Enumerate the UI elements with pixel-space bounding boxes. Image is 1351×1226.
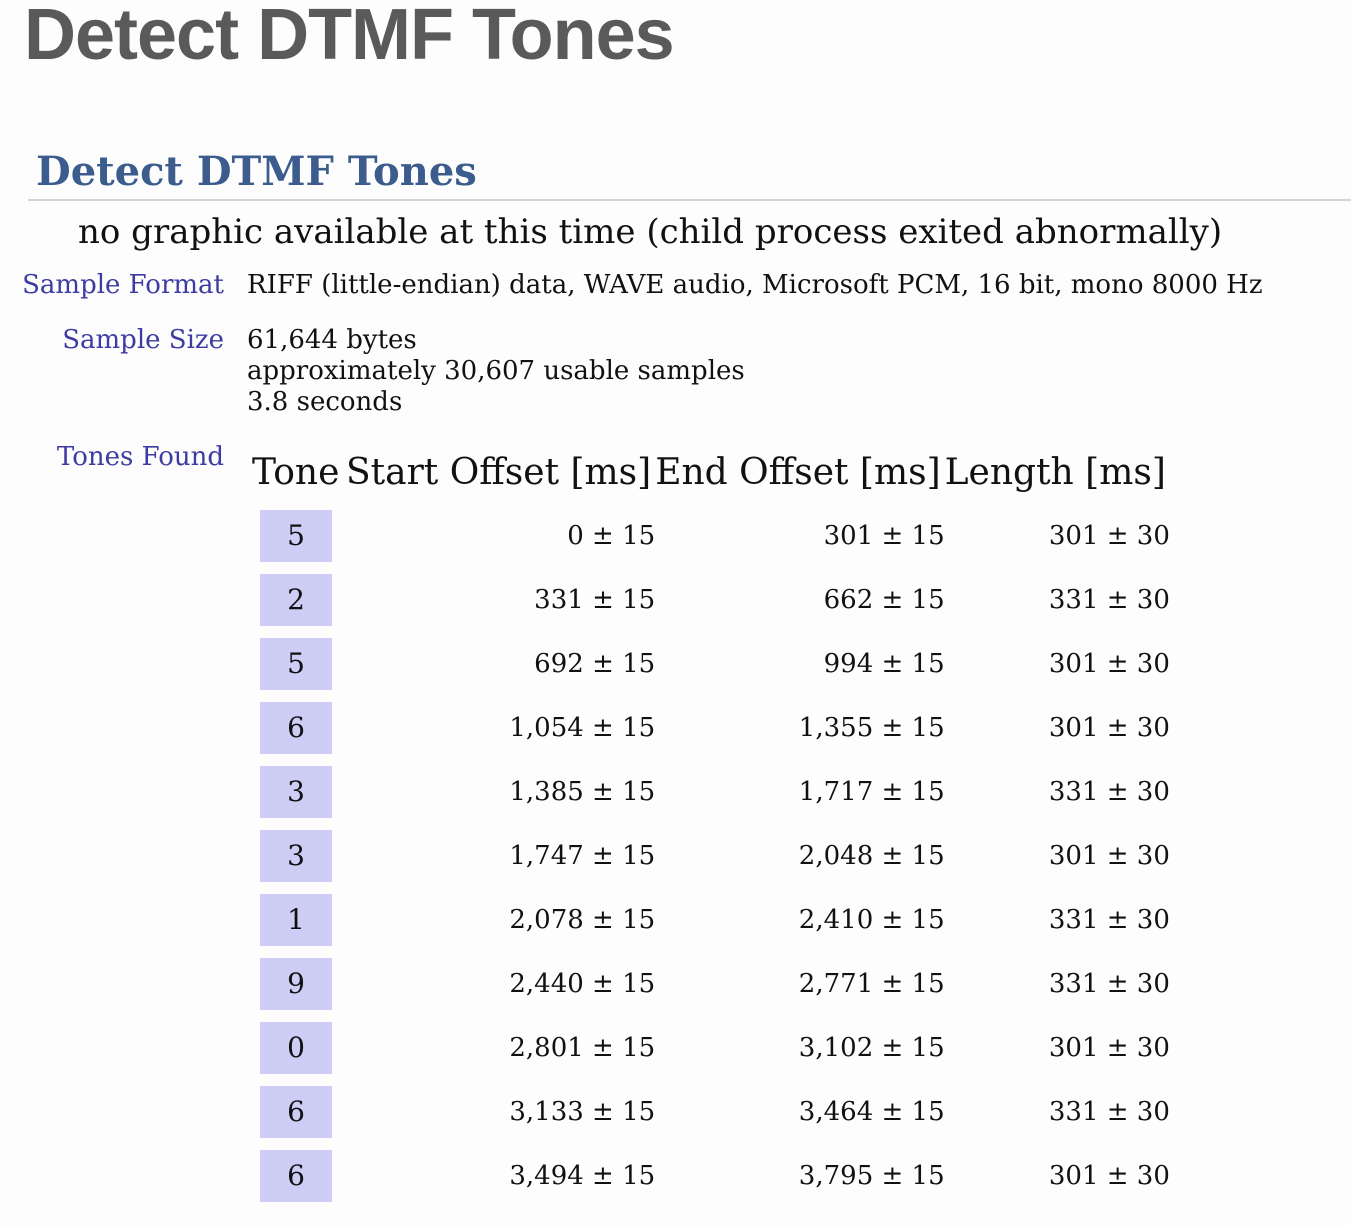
end-offset: 2,771 ± 15 bbox=[798, 969, 945, 999]
table-row: 0 2,801 ± 15 3,102 ± 15 301 ± 30 bbox=[252, 1016, 1170, 1080]
start-offset: 1,747 ± 15 bbox=[509, 841, 656, 871]
table-row: 3 1,385 ± 15 1,717 ± 15 331 ± 30 bbox=[252, 760, 1170, 824]
end-offset: 3,102 ± 15 bbox=[798, 1033, 945, 1063]
start-offset: 0 ± 15 bbox=[567, 521, 656, 551]
tone-digit: 6 bbox=[260, 702, 332, 754]
header-length: Length [ms] bbox=[944, 451, 1166, 493]
section-title: Detect DTMF Tones bbox=[36, 148, 477, 195]
page-title: Detect DTMF Tones bbox=[24, 0, 675, 75]
table-row: 6 3,494 ± 15 3,795 ± 15 301 ± 30 bbox=[252, 1144, 1170, 1208]
tone-length: 301 ± 30 bbox=[1048, 1161, 1170, 1191]
table-row: 5 692 ± 15 994 ± 15 301 ± 30 bbox=[252, 632, 1170, 696]
end-offset: 994 ± 15 bbox=[823, 649, 945, 679]
start-offset: 2,440 ± 15 bbox=[509, 969, 656, 999]
sample-size-bytes: 61,644 bytes bbox=[247, 325, 417, 355]
end-offset: 301 ± 15 bbox=[823, 521, 945, 551]
tone-length: 331 ± 30 bbox=[1048, 585, 1170, 615]
tone-length: 301 ± 30 bbox=[1048, 713, 1170, 743]
end-offset: 2,410 ± 15 bbox=[798, 905, 945, 935]
tone-length: 301 ± 30 bbox=[1048, 649, 1170, 679]
start-offset: 1,054 ± 15 bbox=[509, 713, 656, 743]
start-offset: 2,801 ± 15 bbox=[509, 1033, 656, 1063]
tones-table: Tone Start Offset [ms] End Offset [ms] L… bbox=[252, 448, 1170, 1208]
tone-length: 331 ± 30 bbox=[1048, 777, 1170, 807]
table-row: 3 1,747 ± 15 2,048 ± 15 301 ± 30 bbox=[252, 824, 1170, 888]
sample-size-value: 61,644 bytes approximately 30,607 usable… bbox=[247, 325, 745, 418]
start-offset: 1,385 ± 15 bbox=[509, 777, 656, 807]
tone-length: 331 ± 30 bbox=[1048, 1097, 1170, 1127]
start-offset: 2,078 ± 15 bbox=[509, 905, 656, 935]
tone-digit: 6 bbox=[260, 1086, 332, 1138]
tone-length: 301 ± 30 bbox=[1048, 521, 1170, 551]
tone-digit: 0 bbox=[260, 1022, 332, 1074]
start-offset: 3,494 ± 15 bbox=[509, 1161, 656, 1191]
end-offset: 662 ± 15 bbox=[823, 585, 945, 615]
tone-length: 301 ± 30 bbox=[1048, 1033, 1170, 1063]
tone-length: 301 ± 30 bbox=[1048, 841, 1170, 871]
end-offset: 3,464 ± 15 bbox=[798, 1097, 945, 1127]
tone-digit: 2 bbox=[260, 574, 332, 626]
sample-size-duration: 3.8 seconds bbox=[247, 387, 403, 417]
tone-digit: 6 bbox=[260, 1150, 332, 1202]
table-row: 9 2,440 ± 15 2,771 ± 15 331 ± 30 bbox=[252, 952, 1170, 1016]
tone-length: 331 ± 30 bbox=[1048, 905, 1170, 935]
table-row: 5 0 ± 15 301 ± 15 301 ± 30 bbox=[252, 504, 1170, 568]
end-offset: 1,355 ± 15 bbox=[798, 713, 945, 743]
header-end-offset: End Offset [ms] bbox=[655, 451, 941, 493]
graphic-unavailable-notice: no graphic available at this time (child… bbox=[78, 212, 1223, 252]
table-row: 1 2,078 ± 15 2,410 ± 15 331 ± 30 bbox=[252, 888, 1170, 952]
table-row: 2 331 ± 15 662 ± 15 331 ± 30 bbox=[252, 568, 1170, 632]
divider bbox=[28, 199, 1351, 201]
sample-size-samples: approximately 30,607 usable samples bbox=[247, 356, 745, 386]
tone-digit: 5 bbox=[260, 510, 332, 562]
start-offset: 692 ± 15 bbox=[534, 649, 656, 679]
header-start-offset: Start Offset [ms] bbox=[346, 451, 652, 493]
tone-digit: 3 bbox=[260, 830, 332, 882]
start-offset: 3,133 ± 15 bbox=[509, 1097, 656, 1127]
tone-digit: 1 bbox=[260, 894, 332, 946]
end-offset: 2,048 ± 15 bbox=[798, 841, 945, 871]
sample-size-label: Sample Size bbox=[62, 325, 224, 355]
table-row: 6 3,133 ± 15 3,464 ± 15 331 ± 30 bbox=[252, 1080, 1170, 1144]
tone-digit: 5 bbox=[260, 638, 332, 690]
end-offset: 1,717 ± 15 bbox=[798, 777, 945, 807]
end-offset: 3,795 ± 15 bbox=[798, 1161, 945, 1191]
tones-found-label: Tones Found bbox=[56, 442, 224, 472]
tones-table-header: Tone Start Offset [ms] End Offset [ms] L… bbox=[252, 448, 1170, 504]
table-row: 6 1,054 ± 15 1,355 ± 15 301 ± 30 bbox=[252, 696, 1170, 760]
header-tone: Tone bbox=[252, 451, 340, 493]
start-offset: 331 ± 15 bbox=[534, 585, 656, 615]
sample-format-label: Sample Format bbox=[22, 270, 224, 300]
tone-digit: 3 bbox=[260, 766, 332, 818]
tone-digit: 9 bbox=[260, 958, 332, 1010]
tone-length: 331 ± 30 bbox=[1048, 969, 1170, 999]
sample-format-value: RIFF (little-endian) data, WAVE audio, M… bbox=[247, 270, 1263, 300]
